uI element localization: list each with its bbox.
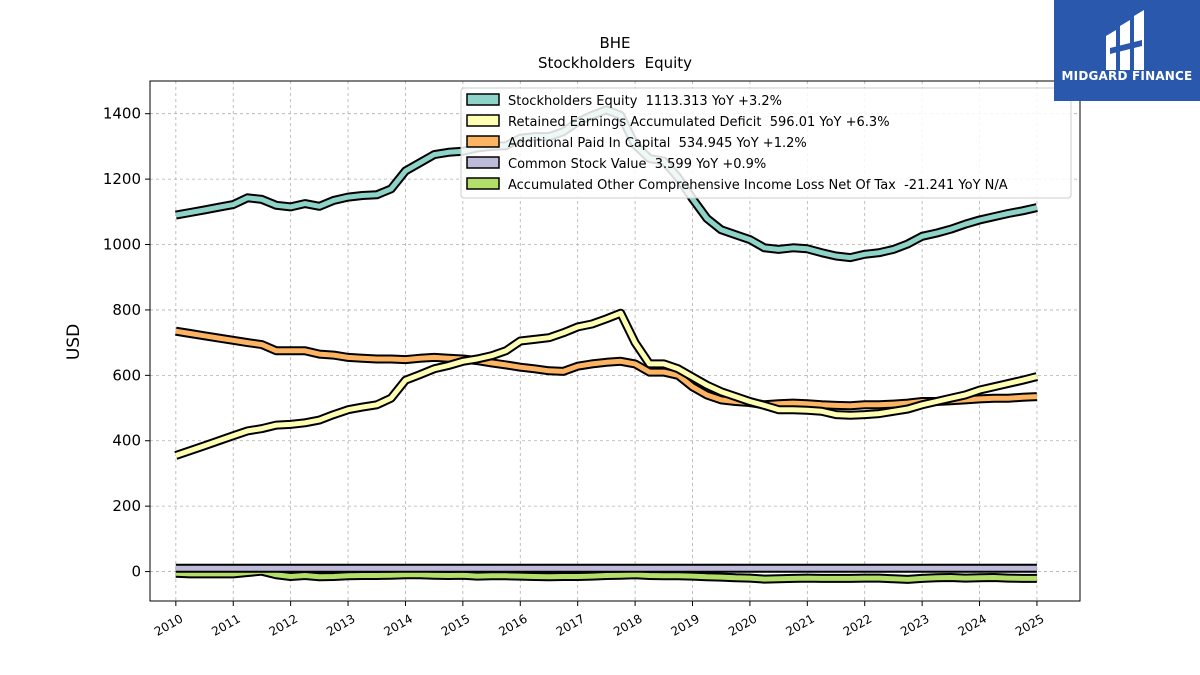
series-layer bbox=[174, 105, 1038, 584]
legend-label: Retained Earnings Accumulated Deficit 59… bbox=[508, 115, 890, 130]
x-tick-label: 2023 bbox=[898, 611, 931, 638]
y-tick-label: 0 bbox=[131, 563, 141, 581]
legend-swatch bbox=[466, 93, 500, 106]
chart-subtitle: Stockholders Equity bbox=[538, 54, 692, 72]
x-tick-label: 2021 bbox=[783, 611, 816, 638]
legend-swatch bbox=[466, 135, 500, 148]
x-tick-label: 2015 bbox=[439, 611, 472, 638]
series-outline bbox=[175, 326, 1038, 411]
plot-frame bbox=[149, 80, 1081, 602]
legend-label: Stockholders Equity 1113.313 YoY +3.2% bbox=[508, 94, 782, 109]
x-tick-label: 2016 bbox=[496, 611, 529, 638]
logo-text: MIDGARD FINANCE bbox=[1061, 69, 1193, 83]
x-tick-label: 2018 bbox=[611, 611, 644, 638]
y-tick-label: 200 bbox=[112, 497, 141, 515]
series-line bbox=[175, 326, 1038, 411]
series-fill bbox=[174, 310, 1038, 458]
legend-label: Additional Paid In Capital 534.945 YoY +… bbox=[508, 136, 807, 151]
y-tick-label: 1000 bbox=[103, 236, 141, 254]
x-tick-label: 2017 bbox=[554, 611, 587, 638]
x-tick-label: 2013 bbox=[324, 611, 357, 638]
x-tick-label: 2011 bbox=[209, 611, 242, 638]
chart-title: BHE bbox=[599, 34, 630, 52]
x-tick-label: 2025 bbox=[1013, 611, 1046, 638]
x-tick-label: 2024 bbox=[956, 611, 989, 638]
series-fill bbox=[175, 568, 1037, 582]
y-tick-label: 1200 bbox=[103, 170, 141, 188]
series-fill bbox=[175, 328, 1038, 409]
brand-logo: MIDGARD FINANCE bbox=[1054, 0, 1200, 101]
y-ticks: 0 200 400 600 800 1000 1200 1400 bbox=[103, 105, 150, 581]
y-axis-label: USD bbox=[64, 324, 84, 360]
x-tick-label: 2022 bbox=[841, 611, 874, 638]
legend-swatch bbox=[466, 114, 500, 127]
x-tick-label: 2014 bbox=[382, 611, 415, 638]
legend-swatch bbox=[466, 177, 500, 190]
y-tick-label: 1400 bbox=[103, 105, 141, 123]
legend-swatch bbox=[466, 156, 500, 169]
series-line bbox=[175, 566, 1037, 584]
x-tick-label: 2012 bbox=[267, 611, 300, 638]
x-tick-label: 2019 bbox=[669, 611, 702, 638]
x-ticks: 2010 2011 2012 2013 2014 2015 2016 2017 2018 2019… bbox=[152, 601, 1046, 639]
series-line bbox=[174, 308, 1038, 460]
x-tick-label: 2010 bbox=[152, 611, 185, 638]
legend: Stockholders Equity 1113.313 YoY +3.2% Re… bbox=[460, 87, 1072, 199]
x-tick-label: 2020 bbox=[726, 611, 759, 638]
y-tick-label: 400 bbox=[112, 432, 141, 450]
y-tick-label: 800 bbox=[112, 301, 141, 319]
legend-label: Accumulated Other Comprehensive Income L… bbox=[508, 178, 1008, 193]
legend-label: Common Stock Value 3.599 YoY +0.9% bbox=[508, 157, 766, 172]
y-tick-label: 600 bbox=[112, 366, 141, 384]
logo-mark-icon bbox=[1106, 10, 1144, 70]
series-outline bbox=[174, 308, 1038, 460]
legend-box bbox=[460, 87, 1072, 199]
